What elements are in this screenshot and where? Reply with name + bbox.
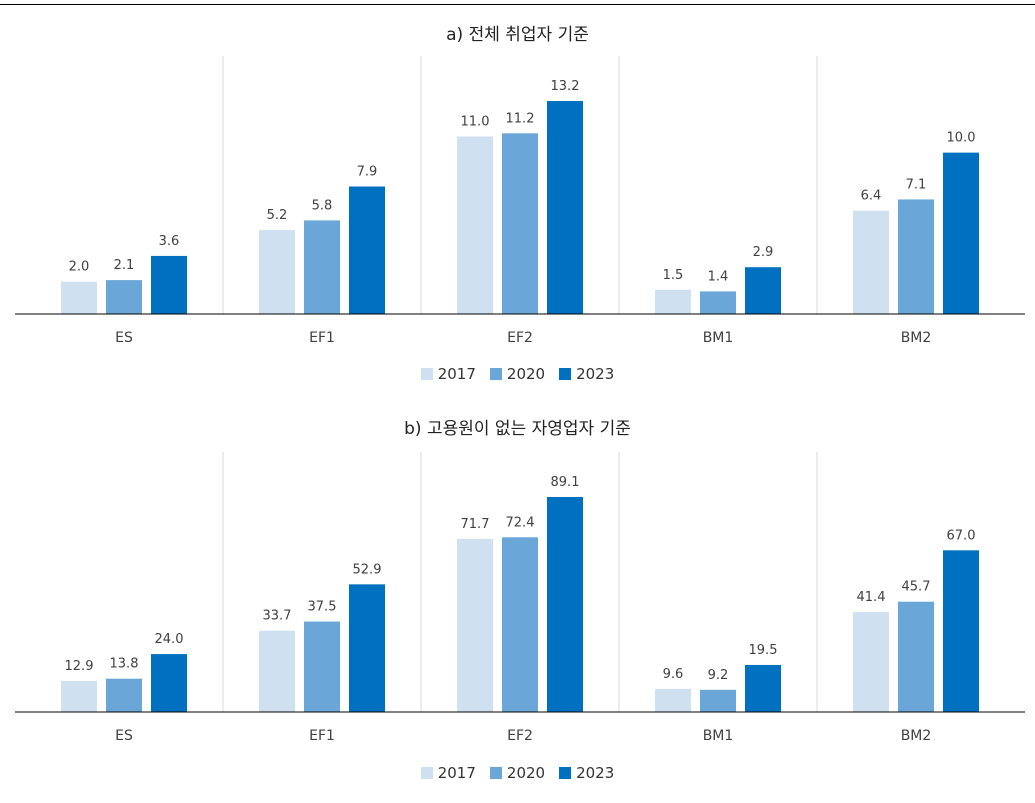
chart-a-data-label-BM1-2020: 1.4 — [708, 269, 729, 284]
chart-b-data-label-BM2-2023: 67.0 — [947, 528, 976, 543]
chart-a-bar-BM2-2023 — [943, 152, 979, 314]
chart-a-category-label-ES: ES — [115, 330, 133, 346]
chart-b-data-label-BM1-2023: 19.5 — [749, 643, 778, 658]
chart-b-bar-EF2-2020 — [502, 537, 538, 712]
legend-label-2023: 2023 — [576, 365, 615, 383]
chart-b-bar-ES-2023 — [151, 654, 187, 712]
chart-a-data-label-EF1-2023: 7.9 — [357, 165, 378, 180]
chart-b-data-label-EF2-2023: 89.1 — [551, 475, 580, 490]
chart-a-data-label-BM1-2023: 2.9 — [753, 245, 774, 260]
chart-b-bar-BM2-2017 — [853, 612, 889, 712]
chart-a-data-label-EF2-2023: 13.2 — [551, 79, 580, 94]
chart-b-data-label-EF1-2020: 37.5 — [308, 600, 337, 615]
chart-b-data-label-BM2-2020: 45.7 — [902, 580, 931, 595]
legend-swatch-2020 — [489, 767, 502, 779]
chart-a-bar-BM2-2020 — [898, 199, 934, 314]
legend-swatch-2023 — [559, 767, 572, 779]
chart-a-category-label-EF1: EF1 — [309, 330, 335, 346]
chart-a-data-label-ES-2023: 3.6 — [159, 234, 180, 249]
chart-b-bar-EF1-2023 — [349, 584, 385, 712]
chart-a-data-label-ES-2020: 2.1 — [114, 258, 135, 273]
legend-item-2023: 2023 — [559, 365, 614, 383]
chart-b-legend: 2017 2020 2023 — [0, 764, 1035, 782]
chart-b-bar-BM2-2020 — [898, 601, 934, 712]
chart-b-bar-EF1-2020 — [304, 621, 340, 712]
chart-a-bar-EF2-2020 — [502, 133, 538, 314]
chart-a-bar-EF1-2020 — [304, 220, 340, 314]
legend-label-2017: 2017 — [437, 365, 476, 383]
chart-a-bar-BM1-2017 — [655, 289, 691, 314]
chart-b-data-label-ES-2020: 13.8 — [110, 657, 139, 672]
chart-a-data-label-BM1-2017: 1.5 — [663, 268, 684, 283]
chart-b-data-label-EF1-2017: 33.7 — [263, 609, 292, 624]
chart-a-title: a) 전체 취업자 기준 — [446, 25, 589, 45]
chart-a-data-label-BM2-2020: 7.1 — [906, 177, 927, 192]
legend-item-2020: 2020 — [489, 365, 546, 383]
chart-b-bar-EF2-2023 — [547, 497, 583, 712]
legend-item-2017: 2017 — [420, 764, 476, 782]
chart-a-bar-ES-2023 — [151, 255, 187, 314]
chart-a-data-label-BM2-2017: 6.4 — [861, 189, 882, 204]
chart-a-data-label-EF2-2020: 11.2 — [506, 111, 535, 126]
legend-label-2023: 2023 — [576, 764, 615, 782]
chart-a-data-label-EF2-2017: 11.0 — [461, 115, 490, 130]
chart-a-bar-EF2-2017 — [457, 136, 493, 314]
chart-b-bar-BM1-2020 — [700, 689, 736, 712]
legend-swatch-2020 — [489, 368, 502, 380]
chart-a-data-label-ES-2017: 2.0 — [69, 260, 90, 275]
chart-b-category-label-BM2: BM2 — [901, 728, 932, 744]
chart-b-data-label-BM1-2017: 9.6 — [663, 667, 684, 682]
legend-label-2020: 2020 — [506, 764, 546, 782]
chart-a-data-label-EF1-2017: 5.2 — [267, 208, 288, 223]
legend-item-2020: 2020 — [489, 764, 546, 782]
chart-b-category-label-BM1: BM1 — [703, 728, 734, 744]
chart-b-data-label-BM1-2020: 9.2 — [708, 668, 729, 683]
legend-item-2017: 2017 — [420, 365, 476, 383]
top-rule — [0, 4, 1035, 5]
chart-b-bar-BM1-2017 — [655, 688, 691, 712]
chart-a-bar-EF2-2023 — [547, 101, 583, 314]
chart-b-data-label-EF2-2017: 71.7 — [461, 517, 490, 532]
chart-b-bar-BM2-2023 — [943, 550, 979, 712]
chart-a-bar-ES-2020 — [106, 280, 142, 314]
chart-a-bar-EF1-2023 — [349, 186, 385, 314]
chart-a: 2.0 2.1 3.6 ES 5.2 5.8 7.9 EF1 11.0 11.2 13.2 EF2 1.… — [15, 56, 1025, 346]
chart-b-data-label-ES-2017: 12.9 — [65, 659, 94, 674]
chart-b-category-label-ES: ES — [115, 728, 133, 744]
legend-label-2020: 2020 — [506, 365, 546, 383]
legend-swatch-2017 — [420, 368, 433, 380]
chart-a-category-label-BM1: BM1 — [703, 330, 734, 346]
chart-a-legend: 2017 2020 2023 — [0, 365, 1035, 383]
chart-a-category-label-EF2: EF2 — [507, 330, 533, 346]
legend-swatch-2023 — [559, 368, 572, 380]
chart-a-data-label-BM2-2023: 10.0 — [947, 131, 976, 146]
chart-b-bar-EF1-2017 — [259, 630, 295, 712]
legend-label-2017: 2017 — [437, 764, 476, 782]
chart-a-bar-EF1-2017 — [259, 230, 295, 314]
chart-b-title: b) 고용원이 없는 자영업자 기준 — [404, 419, 631, 439]
chart-a-data-label-EF1-2020: 5.8 — [312, 198, 333, 213]
chart-b-bar-EF2-2017 — [457, 538, 493, 712]
chart-a-bar-BM1-2020 — [700, 291, 736, 314]
chart-a-bar-ES-2017 — [61, 281, 97, 314]
chart-b-data-label-BM2-2017: 41.4 — [857, 590, 886, 605]
chart-b-category-label-EF2: EF2 — [507, 728, 533, 744]
chart-a-bar-BM2-2017 — [853, 210, 889, 314]
chart-b-bar-ES-2017 — [61, 680, 97, 712]
chart-a-category-label-BM2: BM2 — [901, 330, 932, 346]
chart-b-bar-ES-2020 — [106, 678, 142, 712]
chart-b: 12.9 13.8 24.0 ES 33.7 37.5 52.9 EF1 71.7 72.4 89.… — [15, 452, 1025, 744]
chart-b-category-label-EF1: EF1 — [309, 728, 335, 744]
legend-swatch-2017 — [420, 767, 433, 779]
legend-item-2023: 2023 — [559, 764, 614, 782]
chart-b-bar-BM1-2023 — [745, 664, 781, 712]
chart-a-bar-BM1-2023 — [745, 267, 781, 314]
chart-b-data-label-EF2-2020: 72.4 — [506, 515, 535, 530]
chart-b-data-label-EF1-2023: 52.9 — [353, 562, 382, 577]
chart-b-data-label-ES-2023: 24.0 — [155, 632, 184, 647]
